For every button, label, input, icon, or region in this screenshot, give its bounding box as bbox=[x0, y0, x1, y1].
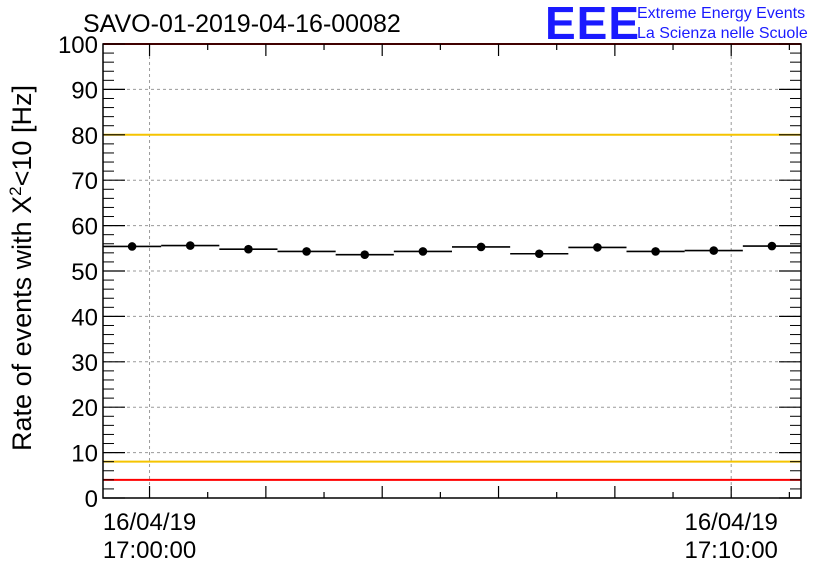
y-axis-label-sup: 2 bbox=[6, 186, 25, 196]
grid bbox=[103, 44, 801, 498]
eee-logo: EEE bbox=[545, 0, 641, 49]
data-point bbox=[709, 246, 719, 255]
data-series bbox=[103, 241, 801, 259]
x-tick-label-date: 16/04/19 bbox=[102, 509, 197, 536]
x-tick-label-time: 17:00:00 bbox=[102, 537, 197, 564]
y-tick-label: 50 bbox=[71, 259, 98, 286]
x-tick-label: 16/04/19 17:00:00 bbox=[95, 509, 205, 565]
y-tick-label: 30 bbox=[71, 350, 98, 377]
y-tick-label: 0 bbox=[85, 486, 98, 513]
data-point bbox=[534, 249, 544, 259]
data-point bbox=[418, 247, 428, 256]
data-point bbox=[476, 242, 486, 252]
data-point bbox=[767, 241, 777, 251]
data-point bbox=[593, 243, 602, 252]
y-tick-label: 70 bbox=[71, 168, 98, 195]
x-tick-label-date: 16/04/19 bbox=[684, 509, 778, 536]
y-tick-label: 80 bbox=[71, 123, 98, 150]
y-tick-label: 10 bbox=[71, 441, 98, 468]
data-point bbox=[302, 247, 311, 256]
y-axis-label: Rate of events with X2<10 [Hz] bbox=[6, 85, 38, 451]
data-point bbox=[244, 244, 253, 254]
y-axis-label-prefix: Rate of events with bbox=[7, 213, 37, 451]
y-tick-label: 40 bbox=[71, 304, 98, 331]
x-tick-label-time: 17:10:00 bbox=[684, 537, 778, 564]
logo-line1: Extreme Energy Events bbox=[637, 5, 806, 22]
data-point bbox=[127, 242, 137, 251]
y-tick-label: 100 bbox=[58, 32, 98, 59]
y-tick-label: 20 bbox=[71, 395, 98, 422]
y-tick-labels: 0 10 20 30 40 50 60 70 80 90 100 bbox=[58, 32, 98, 513]
y-tick-label: 60 bbox=[71, 214, 98, 241]
plot-frame bbox=[102, 43, 802, 499]
chart-title: SAVO-01-2019-04-16-00082 bbox=[83, 10, 401, 38]
reference-lines bbox=[103, 43, 801, 481]
x-tick-label: 16/04/19 17:10:00 bbox=[676, 509, 786, 565]
logo-line2: La Scienza nelle Scuole bbox=[637, 25, 808, 42]
data-point bbox=[651, 247, 660, 256]
y-axis-label-suffix: <10 [Hz] bbox=[7, 85, 37, 187]
y-axis-label-chi: X bbox=[7, 195, 37, 214]
y-tick-label: 90 bbox=[71, 77, 98, 104]
data-point bbox=[360, 250, 370, 259]
data-point bbox=[185, 241, 195, 250]
